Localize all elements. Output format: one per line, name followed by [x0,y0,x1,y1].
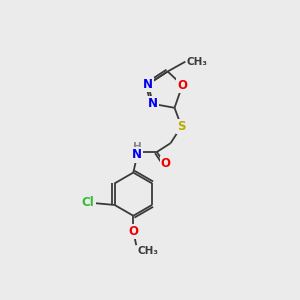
Text: CH₃: CH₃ [137,246,158,256]
Text: O: O [161,157,171,170]
Text: S: S [177,120,186,133]
Text: O: O [128,225,138,238]
Text: N: N [148,98,158,110]
Text: N: N [132,148,142,161]
Text: O: O [177,79,188,92]
Text: Cl: Cl [82,196,94,209]
Text: H: H [133,142,142,152]
Text: CH₃: CH₃ [186,57,207,67]
Text: N: N [143,78,153,91]
